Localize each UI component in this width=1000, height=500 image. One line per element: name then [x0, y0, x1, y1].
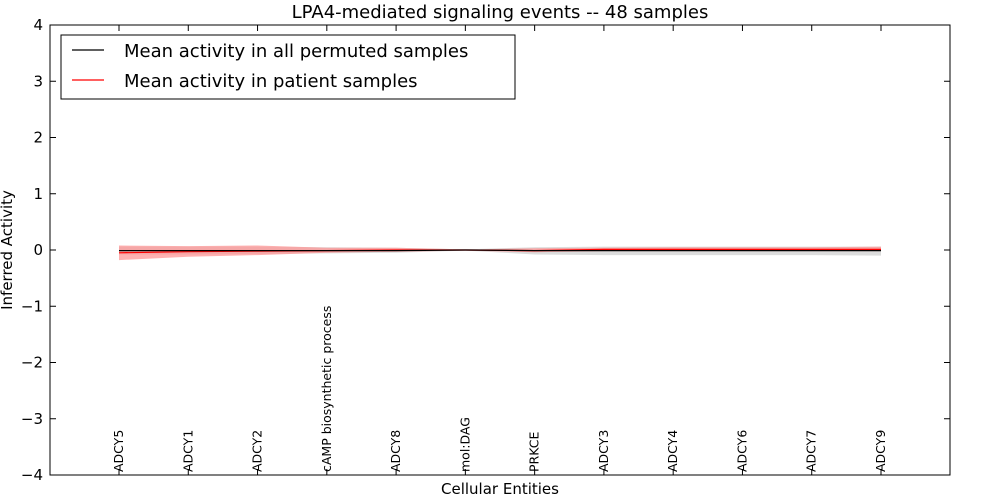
- y-axis-label: Inferred Activity: [0, 190, 16, 310]
- legend-label-patient: Mean activity in patient samples: [124, 71, 418, 92]
- x-tick-label: ADCY9: [873, 430, 888, 472]
- y-tick-label: −4: [21, 466, 43, 484]
- y-tick-label: −1: [21, 297, 43, 315]
- legend-box: [60, 34, 516, 100]
- legend-label-permuted: Mean activity in all permuted samples: [124, 41, 468, 62]
- y-tick-label: −3: [21, 410, 43, 428]
- x-tick-label: mol:DAG: [457, 417, 472, 472]
- y-tick-label: −2: [21, 354, 43, 372]
- y-tick-label: 1: [33, 185, 43, 203]
- series-lines: [118, 248, 881, 254]
- x-tick-label: cAMP biosynthetic process: [319, 306, 334, 472]
- x-tick-label: ADCY1: [180, 430, 195, 472]
- x-tick-label: PRKCE: [527, 432, 542, 472]
- x-tick-label: ADCY6: [734, 430, 749, 472]
- y-tick-label: 4: [33, 16, 43, 34]
- legend: Mean activity in all permuted samples Me…: [60, 34, 516, 100]
- x-tick-label: ADCY7: [804, 430, 819, 472]
- y-axis-ticks: −4 −3 −2 −1 0 1 2 3 4: [21, 16, 950, 484]
- series-line-permuted: [119, 249, 881, 252]
- x-tick-label: ADCY8: [388, 430, 403, 472]
- x-tick-label: ADCY3: [596, 430, 611, 472]
- x-axis-label: Cellular Entities: [441, 480, 559, 498]
- x-tick-label: ADCY4: [665, 430, 680, 472]
- y-tick-label: 0: [33, 241, 43, 259]
- y-tick-label: 2: [33, 129, 43, 147]
- y-tick-label: 3: [33, 72, 43, 90]
- x-tick-label: ADCY5: [111, 430, 126, 472]
- chart-title: LPA4-mediated signaling events -- 48 sam…: [292, 2, 709, 23]
- x-tick-label: ADCY2: [250, 430, 265, 472]
- x-axis-ticks: ADCY5 ADCY1 ADCY2 cAMP biosynthetic process…: [111, 25, 888, 475]
